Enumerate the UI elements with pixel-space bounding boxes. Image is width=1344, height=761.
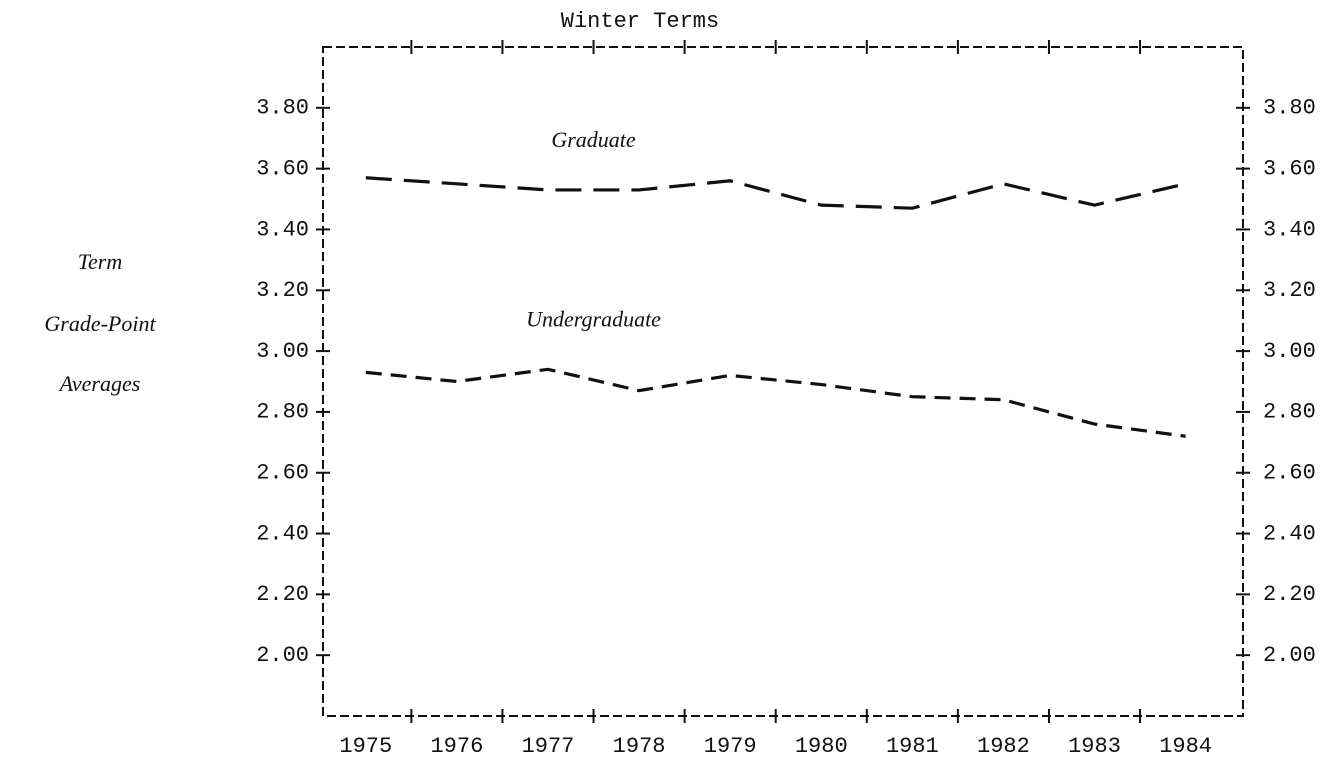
y2-tick-label: 2.20 [1263,582,1316,607]
series-label: Undergraduate [526,306,661,331]
y-axis-label: Averages [58,371,141,396]
y-tick-label: 2.20 [256,582,309,607]
y-tick-label: 2.00 [256,643,309,668]
x-tick-label: 1980 [795,734,848,759]
x-tick-label: 1978 [613,734,666,759]
y-tick-label: 2.60 [256,461,309,486]
y2-tick-label: 3.60 [1263,156,1316,181]
y2-tick-label: 2.00 [1263,643,1316,668]
y-tick-label: 3.20 [256,278,309,303]
y2-tick-label: 3.80 [1263,96,1316,121]
y-axis-label: Term [78,249,122,274]
x-tick-label: 1981 [886,734,939,759]
y2-tick-label: 2.60 [1263,461,1316,486]
y-tick-label: 3.00 [256,339,309,364]
chart-title: Winter Terms [561,9,719,34]
y-tick-label: 2.80 [256,400,309,425]
y2-tick-label: 3.40 [1263,217,1316,242]
y-axis-label: Grade-Point [44,311,156,336]
x-tick-label: 1979 [704,734,757,759]
series-label: Graduate [551,127,636,152]
x-tick-label: 1982 [977,734,1030,759]
y-tick-label: 3.40 [256,217,309,242]
x-tick-label: 1977 [522,734,575,759]
y2-tick-label: 3.20 [1263,278,1316,303]
y2-tick-label: 2.40 [1263,521,1316,546]
y-tick-label: 2.40 [256,521,309,546]
series-line [365,367,1186,438]
x-tick-label: 1984 [1159,734,1212,759]
y-tick-label: 3.80 [256,96,309,121]
y2-tick-label: 3.00 [1263,339,1316,364]
x-tick-label: 1975 [339,734,392,759]
y2-tick-label: 2.80 [1263,400,1316,425]
series-line [365,176,1186,210]
x-tick-label: 1976 [430,734,483,759]
y-tick-label: 3.60 [256,156,309,181]
x-tick-label: 1983 [1068,734,1121,759]
plot-frame [322,46,1244,717]
